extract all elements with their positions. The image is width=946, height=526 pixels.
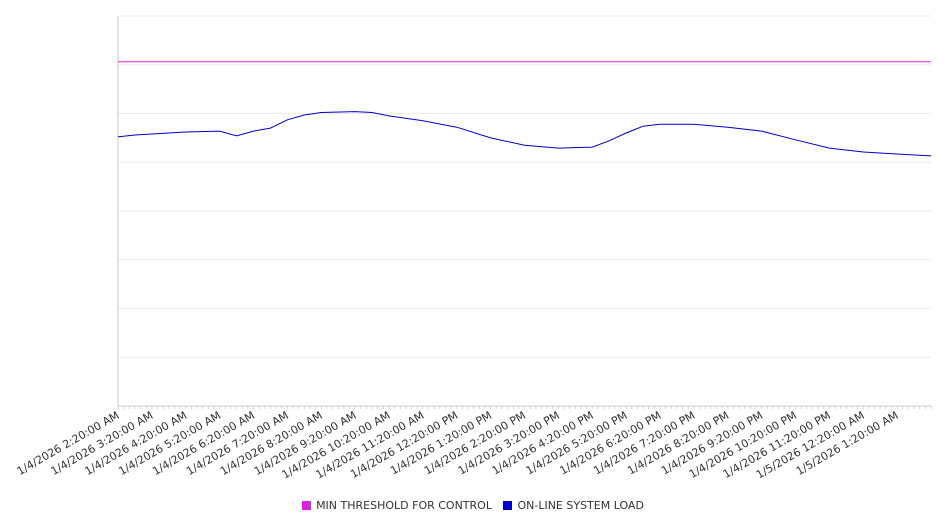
legend-swatch xyxy=(302,501,312,510)
legend-item-load[interactable]: ON-LINE SYSTEM LOAD xyxy=(503,499,644,512)
legend-label: ON-LINE SYSTEM LOAD xyxy=(517,499,644,512)
legend-item-threshold[interactable]: MIN THRESHOLD FOR CONTROL xyxy=(302,499,492,512)
legend-label: MIN THRESHOLD FOR CONTROL xyxy=(316,499,492,512)
series-line-system-load xyxy=(117,111,932,157)
legend: MIN THRESHOLD FOR CONTROL ON-LINE SYSTEM… xyxy=(0,499,946,513)
legend-swatch xyxy=(503,501,513,510)
